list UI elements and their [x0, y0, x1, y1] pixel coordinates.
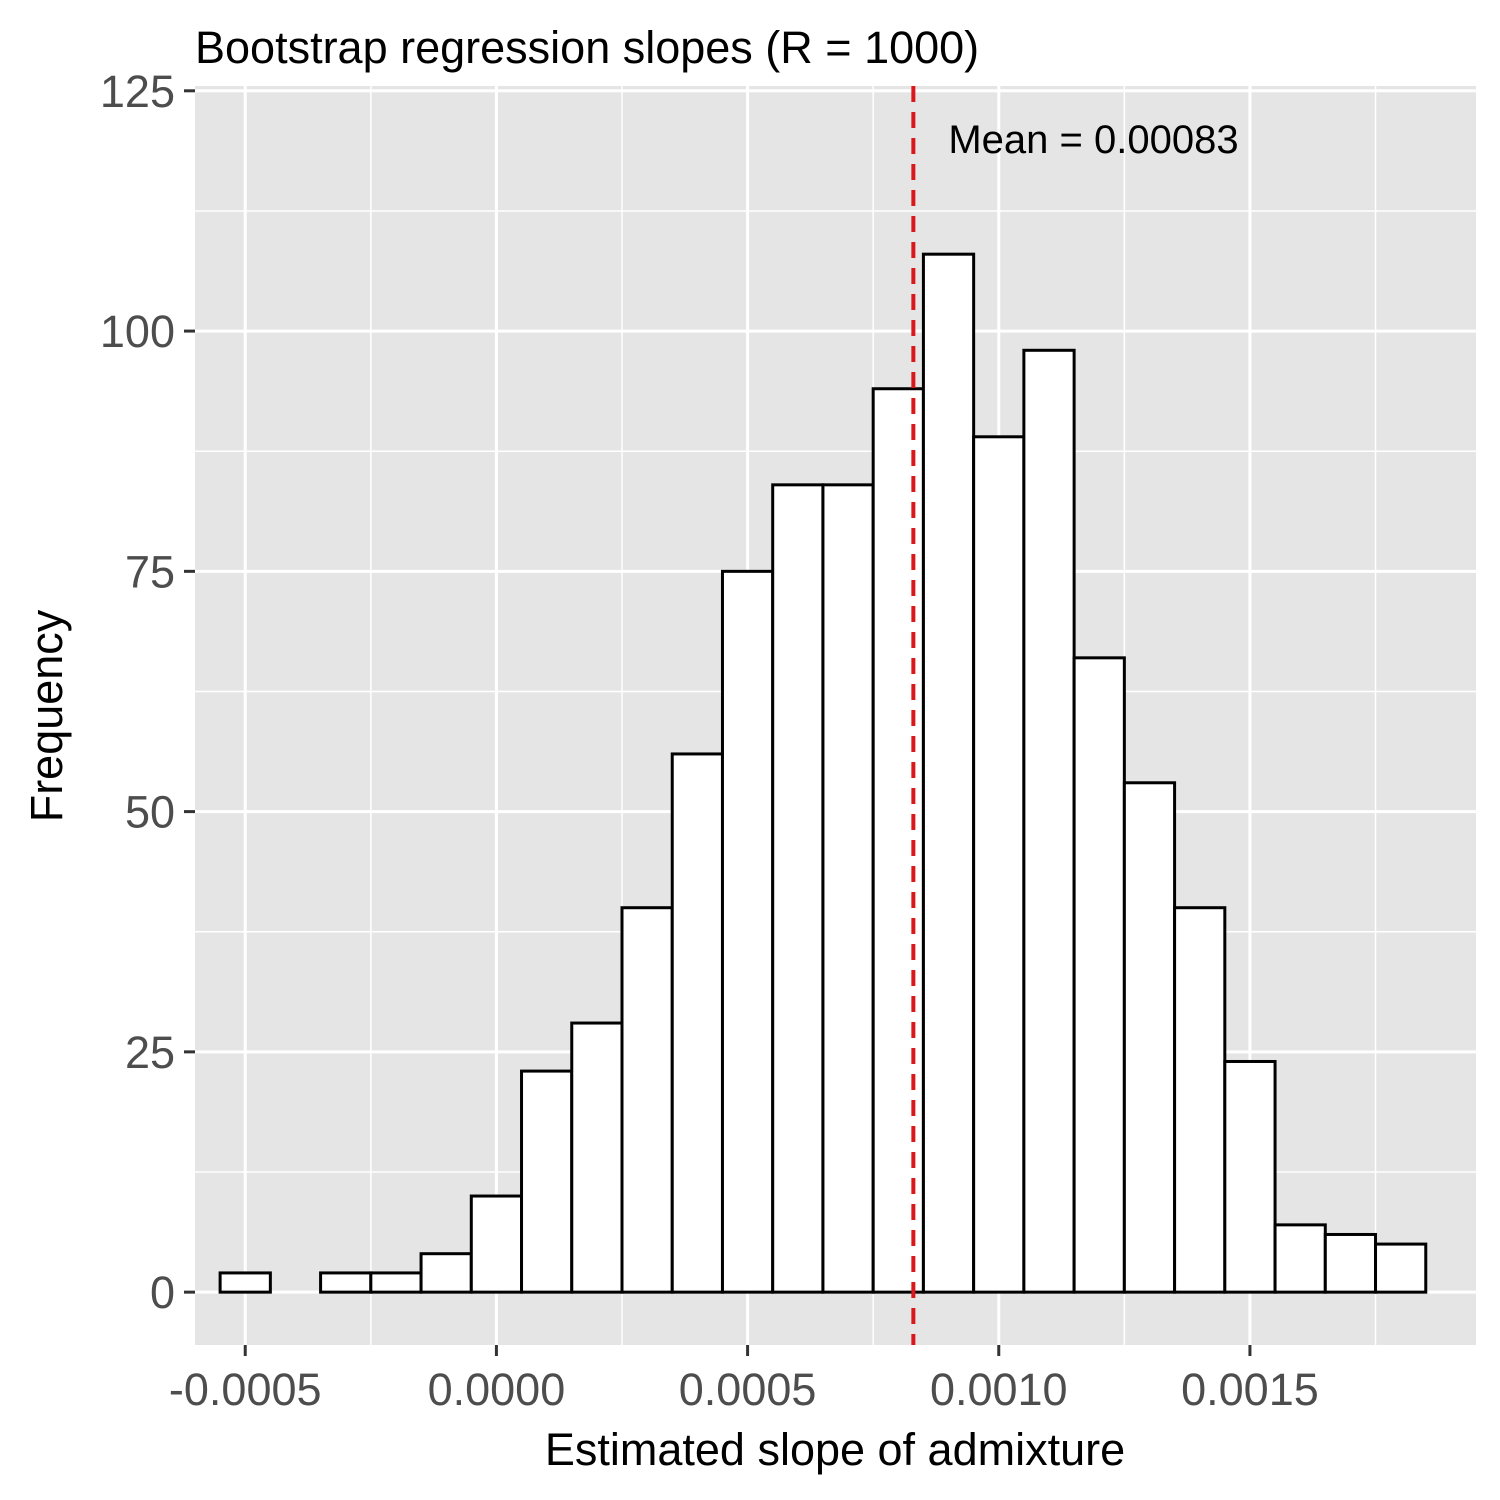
y-tick-label: 25 [125, 1027, 175, 1078]
histogram-bar [1072, 656, 1126, 1294]
x-tick-label: 0.0005 [679, 1364, 817, 1415]
histogram-bar [921, 252, 976, 1294]
y-axis-title: Frequency [21, 609, 72, 822]
y-tick-label: 0 [150, 1267, 175, 1318]
histogram-bar [771, 483, 825, 1294]
x-tick-label: 0.0000 [428, 1364, 566, 1415]
histogram-bar [469, 1194, 524, 1294]
histogram-bar [1273, 1223, 1327, 1294]
y-tick-label: 100 [100, 306, 175, 357]
histogram-bar [1022, 348, 1076, 1294]
histogram-bar [1122, 781, 1177, 1294]
y-tick-label: 125 [100, 66, 175, 117]
histogram-bar [871, 387, 925, 1294]
histogram-bar [1374, 1242, 1428, 1294]
x-tick-label: 0.0015 [1181, 1364, 1319, 1415]
histogram-bar [419, 1252, 473, 1294]
histogram-bar [821, 483, 875, 1294]
y-tick-label: 50 [125, 787, 175, 838]
y-tick-label: 75 [125, 546, 175, 597]
x-axis-title: Estimated slope of admixture [545, 1424, 1125, 1475]
histogram-bar [670, 752, 724, 1294]
histogram-bar [570, 1021, 624, 1294]
x-axis: -0.0005 0.0000 0.0005 0.0010 0.0015 [169, 1345, 1319, 1415]
histogram-bar [720, 569, 775, 1294]
mean-label: Mean = 0.00083 [948, 118, 1238, 162]
histogram-bar [972, 435, 1026, 1294]
histogram-bar [218, 1271, 272, 1294]
histogram-bar [369, 1271, 423, 1294]
x-tick-label: 0.0010 [930, 1364, 1068, 1415]
histogram-bar [1223, 1059, 1277, 1294]
histogram-bar [620, 906, 674, 1294]
histogram-bar [319, 1271, 373, 1294]
x-tick-label: -0.0005 [169, 1364, 322, 1415]
histogram-bar [520, 1069, 574, 1294]
histogram-bar [1323, 1232, 1378, 1294]
histogram-bar [1173, 906, 1227, 1294]
y-axis: 0 25 50 75 100 125 [100, 66, 195, 1318]
chart-title: Bootstrap regression slopes (R = 1000) [195, 22, 979, 73]
